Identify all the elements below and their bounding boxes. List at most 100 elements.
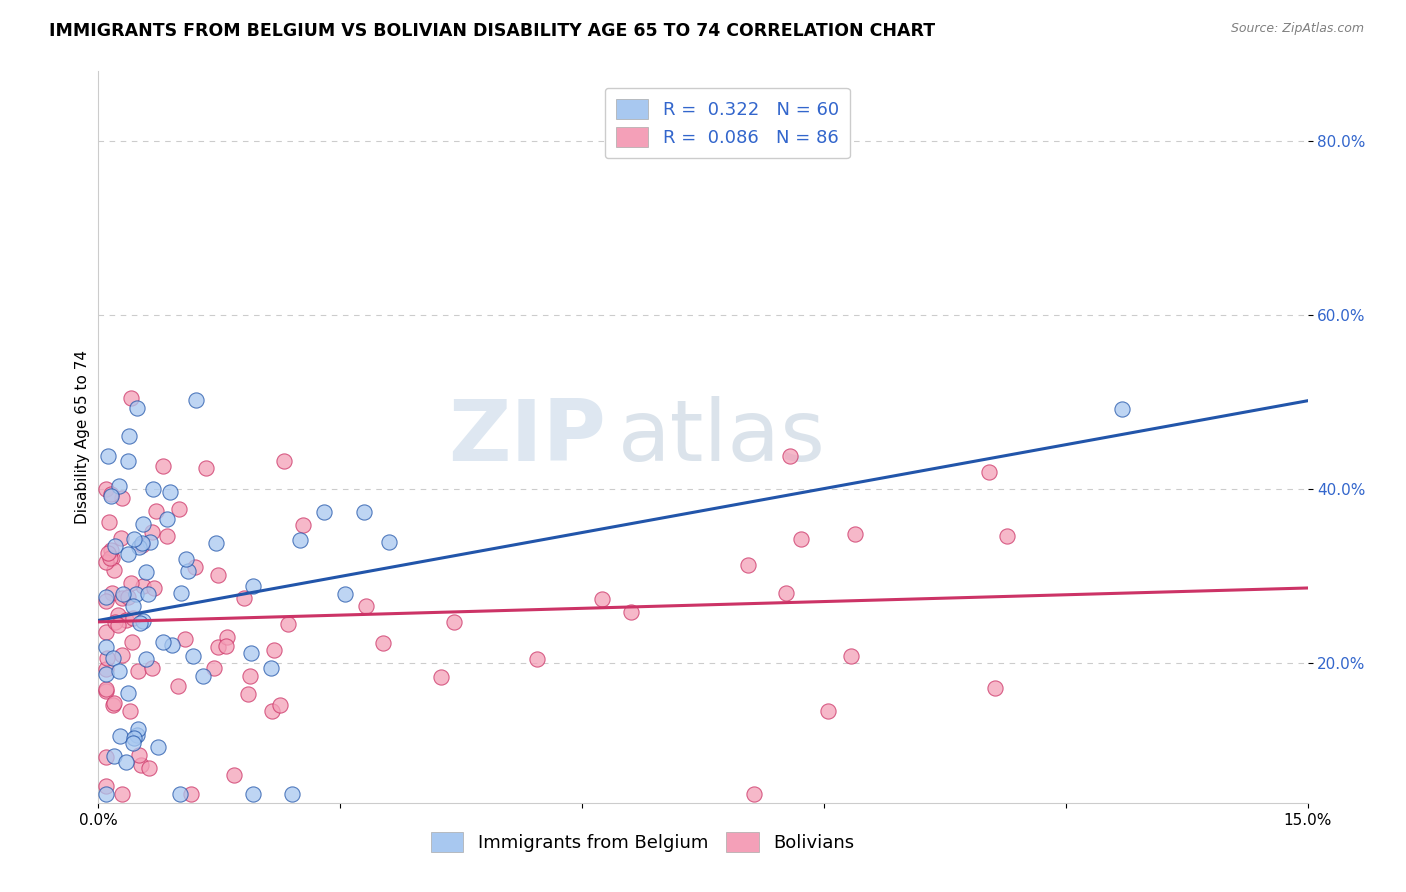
Point	[128, 540, 150, 554]
Point	[242, 787, 264, 801]
Point	[377, 535, 399, 549]
Point	[97, 515, 120, 529]
Point	[995, 529, 1018, 543]
Point	[97, 545, 120, 559]
Point	[181, 648, 204, 663]
Point	[430, 670, 453, 684]
Point	[96, 555, 118, 569]
Point	[110, 531, 132, 545]
Point	[100, 542, 122, 557]
Point	[96, 683, 118, 698]
Point	[111, 587, 134, 601]
Point	[742, 787, 765, 801]
Point	[124, 587, 146, 601]
Point	[111, 491, 134, 505]
Point	[159, 485, 181, 500]
Point	[120, 575, 142, 590]
Point	[169, 787, 191, 801]
Point	[131, 536, 153, 550]
Point	[288, 533, 311, 547]
Y-axis label: Disability Age 65 to 74: Disability Age 65 to 74	[75, 350, 90, 524]
Point	[169, 502, 191, 516]
Point	[111, 591, 134, 606]
Point	[96, 750, 118, 764]
Point	[104, 615, 127, 629]
Point	[103, 749, 125, 764]
Point	[160, 638, 183, 652]
Point	[236, 687, 259, 701]
Point	[96, 625, 118, 640]
Point	[204, 536, 226, 550]
Point	[117, 547, 139, 561]
Point	[138, 761, 160, 775]
Point	[174, 551, 197, 566]
Point	[120, 704, 142, 718]
Point	[142, 482, 165, 496]
Point	[620, 605, 643, 619]
Point	[184, 559, 207, 574]
Point	[96, 640, 118, 654]
Point	[132, 517, 155, 532]
Point	[117, 590, 139, 604]
Point	[371, 636, 394, 650]
Point	[127, 401, 149, 415]
Point	[115, 756, 138, 770]
Point	[129, 616, 152, 631]
Point	[103, 651, 125, 665]
Point	[292, 517, 315, 532]
Point	[146, 740, 169, 755]
Point	[1111, 402, 1133, 417]
Point	[141, 661, 163, 675]
Point	[136, 587, 159, 601]
Point	[977, 465, 1000, 479]
Point	[122, 611, 145, 625]
Point	[135, 565, 157, 579]
Point	[174, 632, 197, 647]
Point	[122, 731, 145, 745]
Point	[98, 551, 121, 566]
Text: Source: ZipAtlas.com: Source: ZipAtlas.com	[1230, 22, 1364, 36]
Point	[262, 704, 284, 718]
Point	[132, 614, 155, 628]
Point	[145, 504, 167, 518]
Point	[270, 698, 292, 713]
Point	[844, 527, 866, 541]
Point	[127, 723, 149, 737]
Point	[132, 578, 155, 592]
Point	[103, 696, 125, 710]
Point	[152, 635, 174, 649]
Point	[111, 648, 134, 662]
Point	[96, 787, 118, 801]
Text: ZIP: ZIP	[449, 395, 606, 479]
Point	[790, 532, 813, 546]
Point	[110, 730, 132, 744]
Point	[121, 635, 143, 649]
Point	[233, 591, 256, 605]
Point	[166, 680, 188, 694]
Point	[107, 617, 129, 632]
Point	[96, 594, 118, 608]
Point	[184, 392, 207, 407]
Point	[108, 664, 131, 678]
Point	[103, 563, 125, 577]
Point	[118, 429, 141, 443]
Point	[107, 608, 129, 623]
Point	[96, 662, 118, 676]
Point	[281, 787, 304, 801]
Point	[127, 728, 149, 742]
Point	[737, 558, 759, 572]
Point	[314, 505, 336, 519]
Point	[194, 461, 217, 475]
Point	[96, 779, 118, 793]
Point	[129, 758, 152, 772]
Point	[207, 640, 229, 655]
Point	[839, 648, 862, 663]
Point	[591, 591, 613, 606]
Point	[775, 586, 797, 600]
Point	[120, 392, 142, 406]
Point	[222, 768, 245, 782]
Point	[242, 579, 264, 593]
Point	[217, 630, 239, 644]
Point	[263, 643, 285, 657]
Point	[127, 664, 149, 678]
